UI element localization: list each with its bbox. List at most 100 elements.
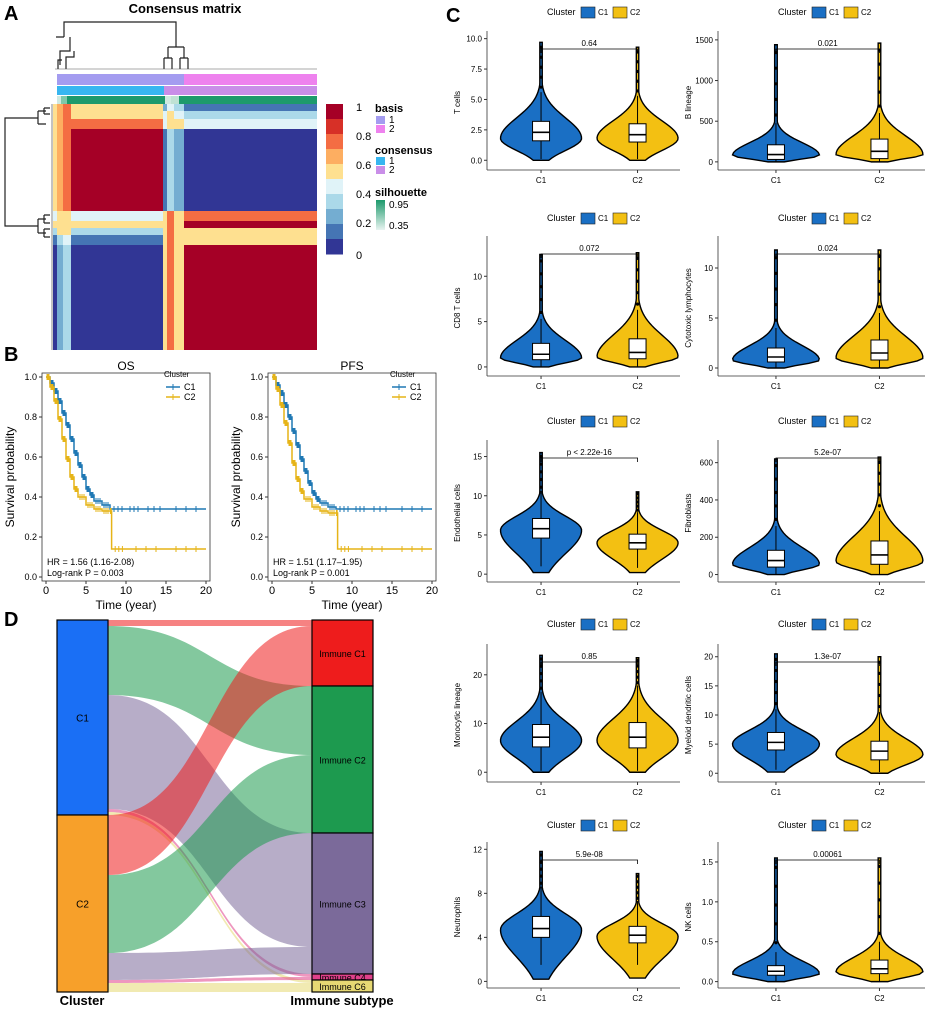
sankey-diagram: C1 C2 Immune C1 Immune C2 Immune C3 Immune C4… (56, 619, 374, 993)
heatmap-cell (71, 111, 163, 119)
outlier-point (877, 104, 882, 108)
km-legend-title: Cluster (164, 370, 190, 379)
violin-ylabel: NK cells (684, 902, 693, 931)
violin-ytick-label: 1.5 (702, 858, 714, 867)
km-ytick-label: 0.8 (250, 412, 263, 422)
violin-xtick-label: C1 (771, 588, 782, 597)
heatmap-cell (163, 104, 167, 111)
legend-swatch-c1 (580, 6, 596, 19)
dendro-top-main (63, 21, 177, 47)
violin-ytick-label: 5 (478, 531, 483, 540)
km-ylabel: Survival probability (229, 427, 243, 528)
legend-swatch-c1 (811, 415, 827, 428)
heatmap-cell (63, 104, 71, 111)
outlier-point (774, 517, 778, 521)
heatmap-cell (57, 235, 63, 245)
violin-shape-c1 (731, 458, 821, 576)
outlier-point (539, 664, 543, 668)
km-xtick-label: 20 (426, 585, 438, 597)
heatmap-cell (174, 119, 184, 129)
outlier-point (877, 493, 882, 497)
heatmap-cell (71, 104, 163, 111)
heatmap-cell (174, 228, 184, 235)
heatmap-cell (57, 245, 63, 350)
legend-label-c1: C1 (829, 214, 840, 223)
top-dendrogram (56, 21, 189, 69)
violin-legend-title: Cluster (547, 820, 576, 830)
consensus-1-swatch (376, 157, 385, 165)
outlier-point (539, 297, 543, 302)
heatmap-cell (184, 228, 317, 235)
violin-xtick-label: C2 (632, 788, 643, 797)
p-value-label: 5.9e-08 (576, 850, 604, 859)
outlier-point (635, 496, 640, 500)
panel-letter-a: A (4, 3, 18, 25)
violin-shape-c1 (731, 249, 820, 369)
km-curve-c1 (272, 376, 432, 510)
heatmap-cell (163, 235, 167, 245)
outlier-point (635, 302, 640, 306)
outlier-point (539, 874, 543, 878)
km-hr-text: HR = 1.56 (1.16-2.08) (47, 557, 134, 567)
km-xtick-label: 20 (200, 585, 212, 597)
violin-plot-neutrophils: Cluster C1 C2 0 4 8 12 Neutrophils C1 C2 5.9e-08 (453, 819, 680, 1003)
km-ytick-label: 0.2 (24, 532, 37, 542)
outlier-point (877, 693, 882, 698)
legend-swatch-c2 (843, 415, 859, 428)
heatmap-cell (57, 104, 63, 111)
sankey-node-immune-c6 (311, 979, 374, 993)
violin-plot-cd8-t-cells: Cluster C1 C2 0 5 10 CD8 T cells C1 C2 0.072 (453, 212, 680, 391)
heatmap-cell (63, 245, 71, 350)
outlier-point (877, 704, 882, 709)
violin-ytick-label: 200 (700, 533, 714, 542)
heatmap-cell (53, 111, 57, 119)
p-value-label: 0.64 (582, 39, 598, 48)
sankey-node-label: Immune C4 (319, 973, 366, 983)
outlier-point (539, 485, 543, 489)
km-legend-label: C1 (410, 382, 422, 392)
basis-bar-1b (164, 74, 184, 85)
violin-legend-title: Cluster (778, 7, 807, 17)
heatmap-cell (167, 211, 174, 221)
km-ytick-label: 0.6 (24, 452, 37, 462)
km-legend-title: Cluster (390, 370, 416, 379)
violin-ytick-label: 2.5 (471, 126, 483, 135)
box-iqr (870, 959, 889, 975)
violin-ytick-label: 1000 (695, 77, 713, 86)
km-ytick-label: 0.0 (24, 572, 37, 582)
heatmap-cell (71, 129, 163, 211)
violin-shape-c1 (731, 44, 821, 163)
heatmap-cell (53, 221, 57, 228)
colorbar-step (326, 149, 343, 165)
dendro-left-main (4, 117, 38, 227)
heatmap-cell (184, 119, 317, 129)
heatmap-cell (184, 111, 317, 119)
legend-label-c2: C2 (630, 8, 641, 17)
box-iqr (870, 138, 889, 160)
box-iqr (870, 540, 889, 565)
violin-plot-b-lineage: Cluster C1 C2 0 500 1000 1500 B lineage C1 C2 0.02… (684, 6, 925, 185)
colorbar-tick-0-8: 0.8 (356, 131, 371, 143)
heatmap-cell (174, 245, 184, 350)
silhouette-bar-seg (165, 96, 171, 104)
outlier-point (774, 903, 778, 907)
outlier-point (539, 310, 543, 315)
km-xtick-label: 10 (120, 585, 132, 597)
outlier-point (635, 492, 640, 496)
consensus-bar-1 (57, 86, 164, 95)
violin-plot-cytotoxic-lymphocytes: Cluster C1 C2 0 5 10 Cytotoxic lymphocytes C1 C2… (684, 212, 925, 391)
outlier-point (539, 462, 543, 466)
consensus-matrix-cells (53, 104, 317, 350)
outlier-point (635, 279, 640, 283)
legend-swatch-c2 (612, 618, 628, 631)
consensus-bar-2 (164, 86, 317, 95)
violin-plot-fibroblasts: Cluster C1 C2 0 200 400 600 Fibroblasts C1 C2 5.2e… (684, 415, 925, 597)
colorbar-step (326, 104, 343, 120)
sankey-flow-c1-immune-c6 (108, 812, 312, 983)
p-value-label: 1.3e-07 (814, 652, 842, 661)
violin-ylabel: CD8 T cells (453, 287, 462, 328)
violin-xtick-label: C2 (632, 588, 643, 597)
outlier-point (539, 45, 543, 49)
violin-ylabel: Myeloid dendritic cells (684, 676, 693, 754)
outlier-point (877, 90, 882, 94)
